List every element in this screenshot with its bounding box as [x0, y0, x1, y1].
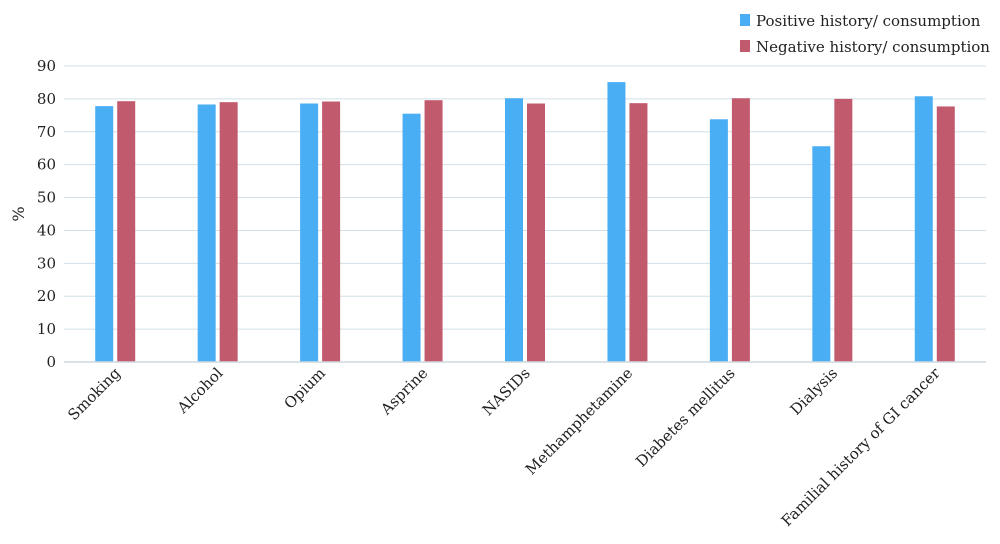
bar-negative-7 — [834, 98, 853, 362]
bar-negative-2 — [322, 101, 341, 363]
legend-swatch-0 — [740, 14, 750, 26]
legend-label-0: Positive history/ consumption — [756, 12, 981, 30]
y-tick-label: 60 — [37, 156, 56, 174]
bar-negative-1 — [219, 102, 238, 362]
x-tick-label: Smoking — [64, 364, 124, 424]
legend-label-1: Negative history/ consumption — [756, 38, 990, 56]
x-tick-label: Diabetes mellitus — [632, 364, 738, 470]
y-tick-label: 70 — [37, 123, 56, 141]
bar-positive-6 — [709, 119, 728, 362]
y-tick-label: 80 — [37, 90, 56, 108]
x-tick-label: Methamphetamine — [522, 364, 636, 478]
bar-positive-3 — [402, 113, 421, 362]
y-tick-label: 90 — [37, 57, 56, 75]
y-tick-label: 20 — [37, 287, 56, 305]
x-tick-label: Opium — [280, 364, 329, 413]
bar-negative-0 — [117, 101, 136, 363]
y-axis-ticks: 0 10 20 30 40 50 60 70 80 90 — [37, 57, 56, 371]
x-tick-label: Asprine — [376, 364, 431, 419]
x-axis-labels: Smoking Alcohol Opium Asprine NASIDsMethamph… — [64, 364, 944, 530]
grid-lines — [64, 65, 986, 330]
legend-swatch-1 — [740, 40, 750, 52]
y-tick-label: 0 — [46, 353, 56, 371]
bar-positive-2 — [300, 103, 319, 362]
y-tick-label: 40 — [37, 221, 56, 239]
bar-positive-8 — [914, 96, 933, 362]
bar-negative-8 — [936, 106, 955, 362]
bar-negative-4 — [527, 103, 545, 362]
bar-negative-6 — [731, 98, 750, 362]
bar-positive-0 — [95, 106, 114, 362]
y-tick-label: 30 — [37, 254, 56, 272]
bar-positive-4 — [505, 98, 523, 362]
y-tick-label: 50 — [37, 189, 56, 207]
bar-negative-3 — [424, 100, 443, 363]
bars — [95, 82, 955, 363]
y-axis-title: % — [9, 206, 28, 221]
bar-positive-5 — [607, 82, 626, 363]
legend: Positive history/ consumption Negative hi… — [740, 12, 990, 56]
x-tick-label: Alcohol — [173, 364, 227, 418]
x-tick-label: NASIDs — [479, 364, 534, 419]
bar-positive-7 — [812, 146, 831, 362]
bar-positive-1 — [197, 104, 216, 362]
bar-negative-5 — [629, 103, 648, 363]
y-tick-label: 10 — [37, 320, 56, 338]
x-tick-label: Dialysis — [787, 364, 842, 419]
